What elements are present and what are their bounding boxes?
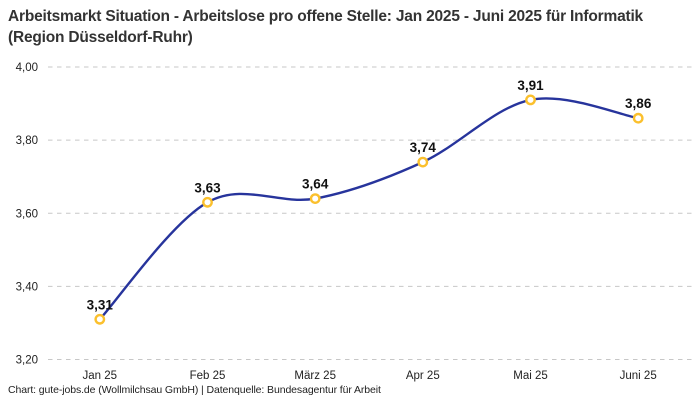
- data-point-label: 3,86: [625, 96, 652, 111]
- x-tick-label: Juni 25: [620, 370, 657, 382]
- data-point-marker: [417, 156, 429, 168]
- data-point-label: 3,91: [517, 78, 544, 93]
- y-tick-label: 3,40: [16, 281, 38, 293]
- series-line: [98, 97, 640, 321]
- chart-title: Arbeitsmarkt Situation - Arbeitslose pro…: [8, 8, 643, 46]
- data-point-label: 3,64: [302, 177, 329, 192]
- data-point-marker: [202, 196, 213, 208]
- data-point-marker: [632, 112, 644, 124]
- data-point-marker: [94, 313, 106, 325]
- y-tick-label: 3,20: [16, 355, 38, 367]
- y-tick-label: 3,80: [16, 135, 38, 147]
- x-tick-label: März 25: [294, 370, 336, 382]
- x-tick-label: Mai 25: [513, 370, 548, 382]
- data-point-label: 3,74: [410, 140, 437, 155]
- data-point-label: 3,63: [194, 180, 221, 195]
- y-tick-label: 4,00: [16, 62, 38, 74]
- x-tick-label: Jan 25: [83, 370, 118, 382]
- y-tick-label: 3,60: [16, 208, 38, 220]
- x-tick-label: Feb 25: [190, 370, 226, 382]
- data-point-marker: [309, 193, 321, 205]
- x-tick-label: Apr 25: [406, 370, 440, 382]
- data-point-label: 3,31: [87, 297, 114, 312]
- chart-source-footer: Chart: gute-jobs.de (Wollmilchsau GmbH) …: [8, 384, 381, 396]
- data-point-marker: [525, 94, 536, 106]
